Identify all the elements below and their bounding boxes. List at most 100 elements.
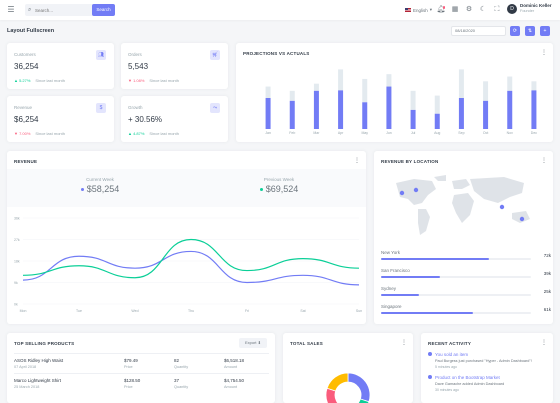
revenue-card: REVENUE ⋮ Current Week $58,254 Previous … [7,151,366,324]
product-date: 07 April 2018 [14,365,37,369]
total-sales-card: TOTAL SALES ⋮ [283,333,413,403]
x-tick-label: Jul [411,131,416,135]
since-label: Since last month [149,78,179,83]
more-menu-icon[interactable]: ⋮ [541,158,547,164]
refresh-button[interactable]: ⟳ [510,26,520,36]
bar-projection [313,83,319,91]
price-label: Price [124,365,133,369]
since-label: Since last month [149,131,179,136]
menu-icon[interactable]: ☰ [7,5,15,14]
activity-title: You sold an item [435,352,469,357]
table-row[interactable]: ASOS Ridley High Waist 07 April 2018 $79.… [14,353,269,374]
search-input[interactable] [35,5,91,15]
bar-projection [507,76,513,91]
more-menu-icon[interactable]: ⋮ [541,50,547,56]
series-dot [80,188,84,192]
more-menu-icon[interactable]: ⋮ [401,340,407,346]
dollar-icon: $ [96,103,106,113]
stat-card-orders: Orders 5,543 🛒︎ ▼ 1.08% Since last month [121,43,228,89]
chevron-down-icon: ▾ [429,7,433,12]
stat-value: $6,254 [14,115,39,124]
language-label: English [413,7,428,13]
stat-value: 5,543 [128,62,149,71]
bar-actual [531,90,537,129]
product-date: 25 March 2018 [14,385,40,389]
qty-label: Quantity [174,385,189,389]
product-qty: 37 [174,378,180,383]
x-tick-label: Apr [338,131,344,135]
activity-desc: Dave Gamache added Admin Dashboard [435,382,505,386]
world-map [396,175,530,235]
table-row[interactable]: Marco Lightweight Shirt 25 March 2018 $12… [14,373,269,393]
x-tick-label: Feb [289,131,295,135]
export-button[interactable]: Export ⬇ [239,338,267,348]
apps-grid-icon[interactable]: ▦ [451,6,459,13]
current-week-value: $58,254 [50,184,150,194]
filter-button[interactable]: ⇅ [525,26,535,36]
bar-actual [507,90,513,129]
timeline-dot-icon [428,375,432,379]
card-title: TOTAL SALES [290,341,323,346]
line-previous-week [22,238,360,279]
flag-us-icon [405,8,411,12]
user-menu[interactable]: D Dominic Keller Founder [507,3,552,14]
bar-actual [434,113,440,129]
topbar: ☰ ⌕ Search English ▾ 🔔︎ ▦ ⚙ ☾ ⛶ D Domini… [0,0,560,20]
y-tick-label: 9k [14,281,18,285]
location-name: New York [381,250,401,255]
gear-icon[interactable]: ⚙ [465,6,473,13]
since-label: Since last month [35,131,65,136]
qty-label: Quantity [174,365,189,369]
trend-up: ▲ 4.87% [128,131,145,136]
marker-sydney[interactable] [519,216,525,222]
date-picker[interactable]: 08/18/2020 [451,26,506,36]
more-menu-icon[interactable]: ⋮ [541,340,547,346]
amount-label: Amount [224,365,238,369]
marker-new-york[interactable] [413,187,419,193]
progress-bar [381,276,531,278]
stat-card-revenue: Revenue $6,254 $ ▼ 7.00% Since last month [7,96,114,142]
products-table: ASOS Ridley High Waist 07 April 2018 $79.… [14,353,269,393]
activity-title: Product on the Bootstrap Market [435,375,500,380]
search-button[interactable]: Search [92,4,115,16]
y-tick-label: 27k [14,238,20,242]
trend-down: ▼ 7.00% [14,131,31,136]
bar-actual [458,98,464,129]
product-name: ASOS Ridley High Waist [14,358,64,363]
activity-time: 5 minutes ago [435,365,457,369]
location-value: 39k [543,271,551,276]
progress-bar [381,258,531,260]
product-qty: 82 [174,358,180,363]
pulse-icon: ⤳ [210,103,220,113]
add-button[interactable]: + [540,26,550,36]
location-row: Singapore 61k [381,304,551,314]
bar-projection [531,81,537,91]
moon-icon[interactable]: ☾ [479,6,487,13]
marker-san-francisco[interactable] [399,190,405,196]
marker-singapore[interactable] [499,204,505,210]
projections-card: PROJECTIONS VS ACTUALS ⋮ Jan Feb Mar Apr May… [236,43,553,142]
x-tick-label: Mar [313,131,320,135]
x-tick-label: Tue [76,309,82,313]
stat-footer: ▲ 5.27% Since last month [14,78,65,83]
bell-icon[interactable]: 🔔︎ [436,6,446,13]
trend-down: ▼ 1.08% [128,78,145,83]
activity-item[interactable]: Product on the Bootstrap Market Dave Gam… [428,375,558,392]
activity-item[interactable]: You sold an item Paul Burgess just purch… [428,352,558,369]
timeline-dot-icon [428,352,432,356]
card-title: REVENUE [14,159,38,164]
language-selector[interactable]: English ▾ [405,7,432,13]
price-label: Price [124,385,133,389]
bar-actual [289,100,295,129]
product-name: Marco Lightweight Shirt [14,378,62,383]
more-menu-icon[interactable]: ⋮ [354,158,360,164]
fullscreen-icon[interactable]: ⛶ [494,6,500,13]
slice-email [326,372,349,392]
bar-actual [362,102,368,129]
previous-week-label: Previous Week [263,177,295,182]
x-tick-label: Aug [434,131,440,135]
stat-footer: ▼ 7.00% Since last month [14,131,65,136]
activity-time: 30 minutes ago [435,388,459,392]
progress-bar [381,294,531,296]
card-title: TOP SELLING PRODUCTS [14,341,75,346]
